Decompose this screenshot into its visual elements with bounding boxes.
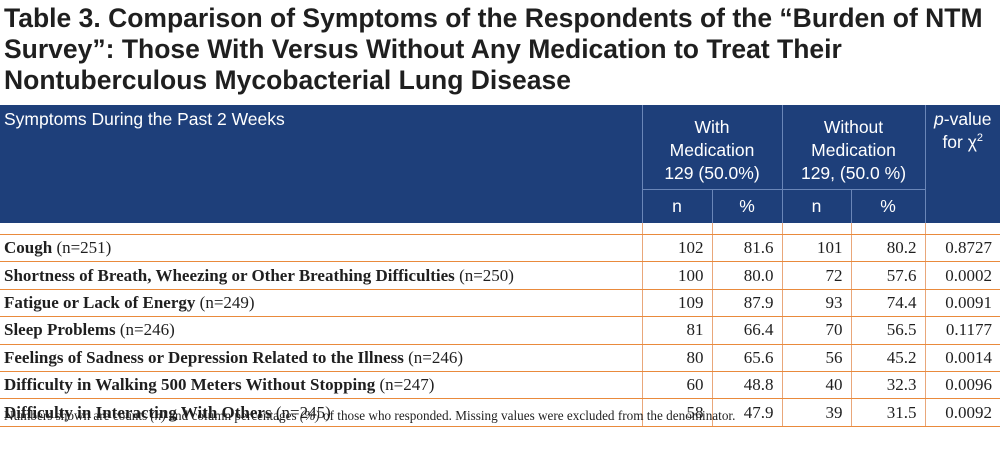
- without-pct: 45.2: [850, 344, 925, 372]
- symptom-name: Fatigue or Lack of Energy (n=249): [0, 289, 642, 318]
- with-n: 60: [641, 371, 712, 400]
- table-title: Table 3. Comparison of Symptoms of the R…: [4, 3, 983, 95]
- with-pct: 81.6: [711, 234, 782, 263]
- without-pct: 32.3: [850, 371, 925, 400]
- table-row: Difficulty in Interacting With Others (n…: [0, 398, 1000, 427]
- p-value: 0.0091: [924, 289, 1000, 318]
- header-without-n: n: [781, 189, 851, 223]
- symptoms-table: Symptoms During the Past 2 Weeks With Me…: [0, 105, 1000, 427]
- header-p-value: p-value for χ2: [924, 105, 1000, 190]
- with-n: 102: [641, 234, 712, 263]
- symptom-name: Feelings of Sadness or Depression Relate…: [0, 344, 642, 372]
- header-with-line2: Medication: [669, 140, 755, 160]
- without-n: 39: [781, 398, 851, 427]
- header-p-value-blank: [924, 189, 1000, 223]
- table-footnote: Numbers shown are counts (n) and column …: [4, 408, 736, 423]
- p-value: 0.0002: [924, 261, 1000, 290]
- without-n: 72: [781, 261, 851, 290]
- header-without-line1: Without: [823, 117, 884, 137]
- table-row: Fatigue or Lack of Energy (n=249) 109 87…: [0, 289, 1000, 318]
- header-empty-cell: [0, 189, 642, 223]
- p-value: 0.0092: [924, 398, 1000, 427]
- symptom-name: Difficulty in Walking 500 Meters Without…: [0, 371, 642, 400]
- with-n: 81: [641, 316, 712, 345]
- table-row: Sleep Problems (n=246) 81 66.4 70 56.5 0…: [0, 316, 1000, 345]
- with-pct: 47.9: [711, 398, 782, 427]
- table-row: Shortness of Breath, Wheezing or Other B…: [0, 261, 1000, 290]
- without-pct: 56.5: [850, 316, 925, 345]
- header-with-medication: With Medication 129 (50.0%): [641, 105, 782, 190]
- symptom-name: Shortness of Breath, Wheezing or Other B…: [0, 261, 642, 290]
- table-row: Feelings of Sadness or Depression Relate…: [0, 344, 1000, 372]
- header-without-line3: 129, (50.0 %): [800, 163, 907, 183]
- p-value: 0.0014: [924, 344, 1000, 372]
- with-pct: 80.0: [711, 261, 782, 290]
- symptom-name: Sleep Problems (n=246): [0, 316, 642, 345]
- without-n: 40: [781, 371, 851, 400]
- without-n: 93: [781, 289, 851, 318]
- p-value: 0.1177: [924, 316, 1000, 345]
- table-row: Cough (n=251) 102 81.6 101 80.2 0.8727: [0, 234, 1000, 263]
- with-pct: 48.8: [711, 371, 782, 400]
- symptom-name: Difficulty in Interacting With Others (n…: [0, 398, 642, 427]
- without-n: 70: [781, 316, 851, 345]
- with-pct: 87.9: [711, 289, 782, 318]
- table-row: Difficulty in Walking 500 Meters Without…: [0, 371, 1000, 400]
- header-without-line2: Medication: [811, 140, 896, 160]
- header-with-line1: With: [694, 117, 730, 137]
- header-symptoms: Symptoms During the Past 2 Weeks: [0, 105, 642, 190]
- p-value: 0.0096: [924, 371, 1000, 400]
- without-pct: 80.2: [850, 234, 925, 263]
- p-value: 0.8727: [924, 234, 1000, 263]
- header-with-pct: %: [711, 189, 782, 223]
- with-pct: 65.6: [711, 344, 782, 372]
- symptom-name: Cough (n=251): [0, 234, 642, 263]
- with-n: 80: [641, 344, 712, 372]
- header-p-value-line2: for χ2: [942, 132, 984, 152]
- with-n: 109: [641, 289, 712, 318]
- without-n: 101: [781, 234, 851, 263]
- with-pct: 66.4: [711, 316, 782, 345]
- without-pct: 31.5: [850, 398, 925, 427]
- with-n: 100: [641, 261, 712, 290]
- header-without-pct: %: [850, 189, 925, 223]
- without-pct: 57.6: [850, 261, 925, 290]
- without-pct: 74.4: [850, 289, 925, 318]
- spacer-row: [0, 223, 1000, 235]
- header-with-line3: 129 (50.0%): [664, 163, 760, 183]
- header-without-medication: Without Medication 129, (50.0 %): [781, 105, 925, 190]
- with-n: 58: [641, 398, 712, 427]
- header-p-value-line1: p-value: [934, 109, 992, 129]
- header-with-n: n: [641, 189, 712, 223]
- without-n: 56: [781, 344, 851, 372]
